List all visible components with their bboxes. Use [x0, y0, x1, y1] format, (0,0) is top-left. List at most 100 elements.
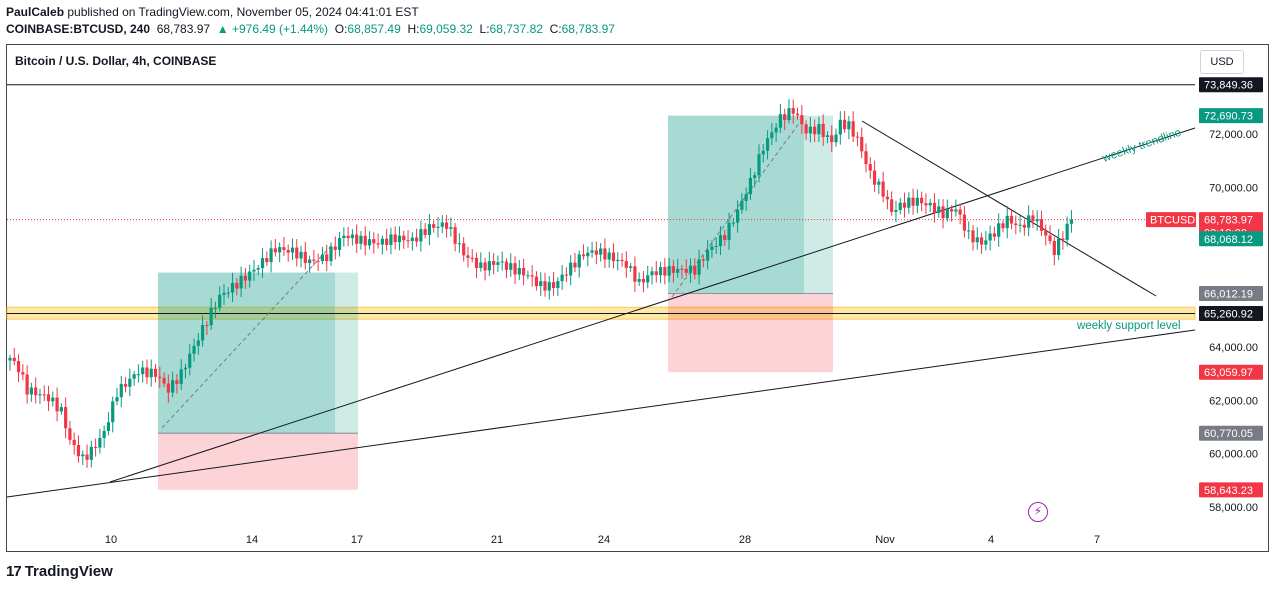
- candle-body: [158, 376, 162, 378]
- candle-body: [1052, 240, 1056, 256]
- tradingview-footer[interactable]: 17 TradingView: [6, 563, 113, 580]
- price-label-box: [1199, 364, 1263, 380]
- candle-body: [813, 126, 817, 135]
- candle-body: [342, 235, 346, 239]
- price-label-text: 60,770.05: [1204, 428, 1253, 440]
- candle-body: [843, 119, 847, 130]
- candle-body: [902, 202, 907, 208]
- candle-body: [881, 181, 885, 197]
- candle-body: [487, 261, 491, 271]
- published-text: published on TradingView.com, November 0…: [64, 5, 419, 19]
- tradingview-brand: TradingView: [24, 563, 113, 580]
- candle-body: [25, 374, 29, 395]
- candle-body: [821, 123, 825, 137]
- candle-body: [419, 229, 423, 242]
- candle-body: [577, 254, 581, 268]
- candle-body: [680, 268, 684, 270]
- candle-body: [492, 261, 496, 265]
- candle-body: [132, 374, 136, 379]
- candle-body: [329, 246, 333, 262]
- candle-body: [38, 394, 42, 396]
- candle-body: [654, 271, 658, 276]
- candle-body: [474, 257, 479, 268]
- candle-body: [1069, 219, 1074, 224]
- symbol-tag-box: [1146, 212, 1196, 228]
- candle-body: [372, 239, 376, 244]
- x-tick-label: 7: [1094, 534, 1100, 546]
- weekly-trendline: [109, 127, 1196, 483]
- candle-body: [149, 368, 153, 378]
- candle-body: [337, 238, 342, 250]
- candle-body: [757, 154, 761, 176]
- candle-body: [145, 367, 149, 378]
- candle-body: [804, 124, 808, 134]
- candle-body: [226, 292, 230, 294]
- candle-body: [624, 261, 628, 268]
- candle-body: [718, 235, 723, 246]
- low-value: 68,737.82: [489, 22, 543, 36]
- candle-body: [500, 261, 504, 263]
- long-target-zone-ext: [804, 115, 833, 294]
- candle-body: [937, 206, 941, 213]
- candle-body: [72, 439, 76, 446]
- publisher-name[interactable]: PaulCaleb: [6, 5, 65, 19]
- candle-body: [603, 248, 607, 260]
- candle-body: [564, 274, 568, 276]
- candle-body: [175, 380, 179, 384]
- candle-body: [962, 214, 967, 231]
- candle-body: [509, 263, 513, 270]
- candle-body: [825, 135, 830, 137]
- price-label-text: 66,012.19: [1204, 289, 1253, 301]
- candle-body: [590, 250, 594, 253]
- candle-body: [316, 260, 320, 262]
- candle-body: [380, 238, 384, 245]
- candle-body: [312, 259, 316, 261]
- candle-body: [51, 397, 55, 402]
- candle-body: [787, 108, 791, 121]
- candle-body: [1005, 215, 1009, 229]
- candle-body: [1039, 219, 1044, 231]
- candle-body: [620, 259, 624, 262]
- candle-body: [483, 262, 487, 271]
- candle-body: [872, 170, 877, 185]
- candle-body: [111, 401, 115, 423]
- candle-body: [256, 268, 260, 270]
- price-label-text: 63,059.97: [1204, 367, 1253, 379]
- candle-body: [397, 235, 402, 243]
- candle-body: [12, 357, 16, 362]
- candle-body: [573, 262, 577, 268]
- lightning-icon[interactable]: ⚡: [1028, 502, 1048, 522]
- candle-body: [205, 325, 209, 327]
- candle-body: [320, 254, 325, 261]
- candle-body: [658, 267, 663, 276]
- candle-body: [209, 307, 213, 326]
- candle-body: [967, 230, 971, 232]
- candle-body: [808, 126, 812, 134]
- candle-body: [744, 194, 748, 201]
- candle-body: [1057, 238, 1061, 256]
- candle-body: [753, 175, 757, 178]
- candle-body: [1065, 223, 1069, 240]
- currency-button[interactable]: USD: [1200, 50, 1244, 74]
- candle-body: [102, 431, 106, 438]
- candle-body: [911, 197, 915, 206]
- candle-body: [667, 266, 671, 276]
- candle-body: [684, 268, 688, 273]
- candle-body: [55, 397, 59, 412]
- price-label-box: [1199, 306, 1263, 322]
- candle-body: [697, 259, 701, 275]
- candle-body: [346, 235, 350, 239]
- candle-body: [248, 271, 252, 281]
- weekly-support-label: weekly support level: [1076, 320, 1181, 332]
- price-label-text: 68,783.97: [1204, 215, 1253, 227]
- candle-body: [560, 274, 564, 282]
- candle-body: [94, 446, 98, 448]
- candle-body: [432, 224, 436, 228]
- candle-body: [444, 222, 449, 229]
- candle-body: [123, 383, 128, 387]
- candle-body: [141, 367, 145, 375]
- x-tick-label: 21: [491, 534, 503, 546]
- candle-body: [894, 210, 898, 212]
- candle-body: [179, 369, 183, 384]
